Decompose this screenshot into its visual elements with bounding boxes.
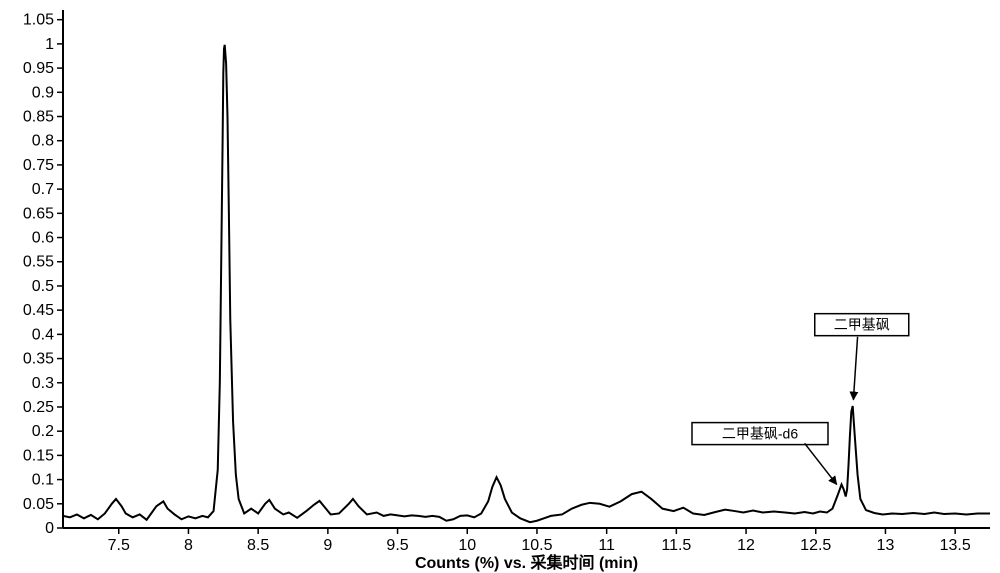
y-tick-label: 0.95 bbox=[23, 60, 54, 77]
x-tick-label: 8 bbox=[184, 537, 193, 554]
y-tick-label: 0.2 bbox=[32, 423, 54, 440]
x-tick-label: 12.5 bbox=[800, 537, 831, 554]
y-tick-label: 0.9 bbox=[32, 84, 54, 101]
x-tick-label: 8.5 bbox=[247, 537, 269, 554]
y-tick-label: 1 bbox=[45, 36, 54, 53]
x-tick-label: 11.5 bbox=[661, 537, 691, 554]
annotation-arrow-main bbox=[853, 337, 857, 400]
y-tick-label: 0.85 bbox=[23, 109, 54, 126]
y-tick-label: 0 bbox=[45, 520, 54, 537]
x-tick-label: 10 bbox=[458, 537, 476, 554]
x-tick-label: 7.5 bbox=[108, 537, 130, 554]
y-tick-label: 0.7 bbox=[32, 181, 54, 198]
x-tick-label: 13 bbox=[877, 537, 895, 554]
y-tick-label: 0.65 bbox=[23, 205, 54, 222]
y-tick-label: 0.15 bbox=[23, 447, 54, 464]
chromatogram-chart: 0 0.05 0.1 0.15 0.2 0.25 0.3 0.35 0.4 0.45 0.5 0.55… bbox=[0, 0, 1000, 573]
y-tick-label: 1.05 bbox=[23, 12, 54, 29]
x-tick-label: 10.5 bbox=[521, 537, 552, 554]
y-tick-label: 0.75 bbox=[23, 157, 54, 174]
x-tick-label: 11 bbox=[598, 537, 615, 554]
annotation-label-d6: 二甲基砜-d6 bbox=[722, 426, 798, 442]
y-tick-label: 0.55 bbox=[23, 254, 54, 271]
x-axis-label: Counts (%) vs. 采集时间 (min) bbox=[415, 553, 638, 572]
y-tick-label: 0.6 bbox=[32, 230, 54, 247]
y-tick-label: 0.45 bbox=[23, 302, 54, 319]
y-tick-label: 0.8 bbox=[32, 133, 54, 150]
y-tick-label: 0.1 bbox=[32, 472, 54, 489]
x-tick-label: 13.5 bbox=[940, 537, 971, 554]
y-tick-label: 0.3 bbox=[32, 375, 54, 392]
y-tick-label: 0.25 bbox=[23, 399, 54, 416]
x-tick-label: 9.5 bbox=[386, 537, 408, 554]
y-tick-label: 0.35 bbox=[23, 351, 54, 368]
x-tick-label: 9 bbox=[323, 537, 332, 554]
annotation-arrow-d6 bbox=[805, 443, 837, 484]
x-tick-label: 12 bbox=[737, 537, 755, 554]
annotation-label-main: 二甲基砜 bbox=[834, 317, 890, 333]
y-tick-label: 0.5 bbox=[32, 278, 54, 295]
chromatogram-trace bbox=[63, 45, 990, 522]
y-tick-label: 0.05 bbox=[23, 496, 54, 513]
y-tick-label: 0.4 bbox=[32, 326, 54, 343]
